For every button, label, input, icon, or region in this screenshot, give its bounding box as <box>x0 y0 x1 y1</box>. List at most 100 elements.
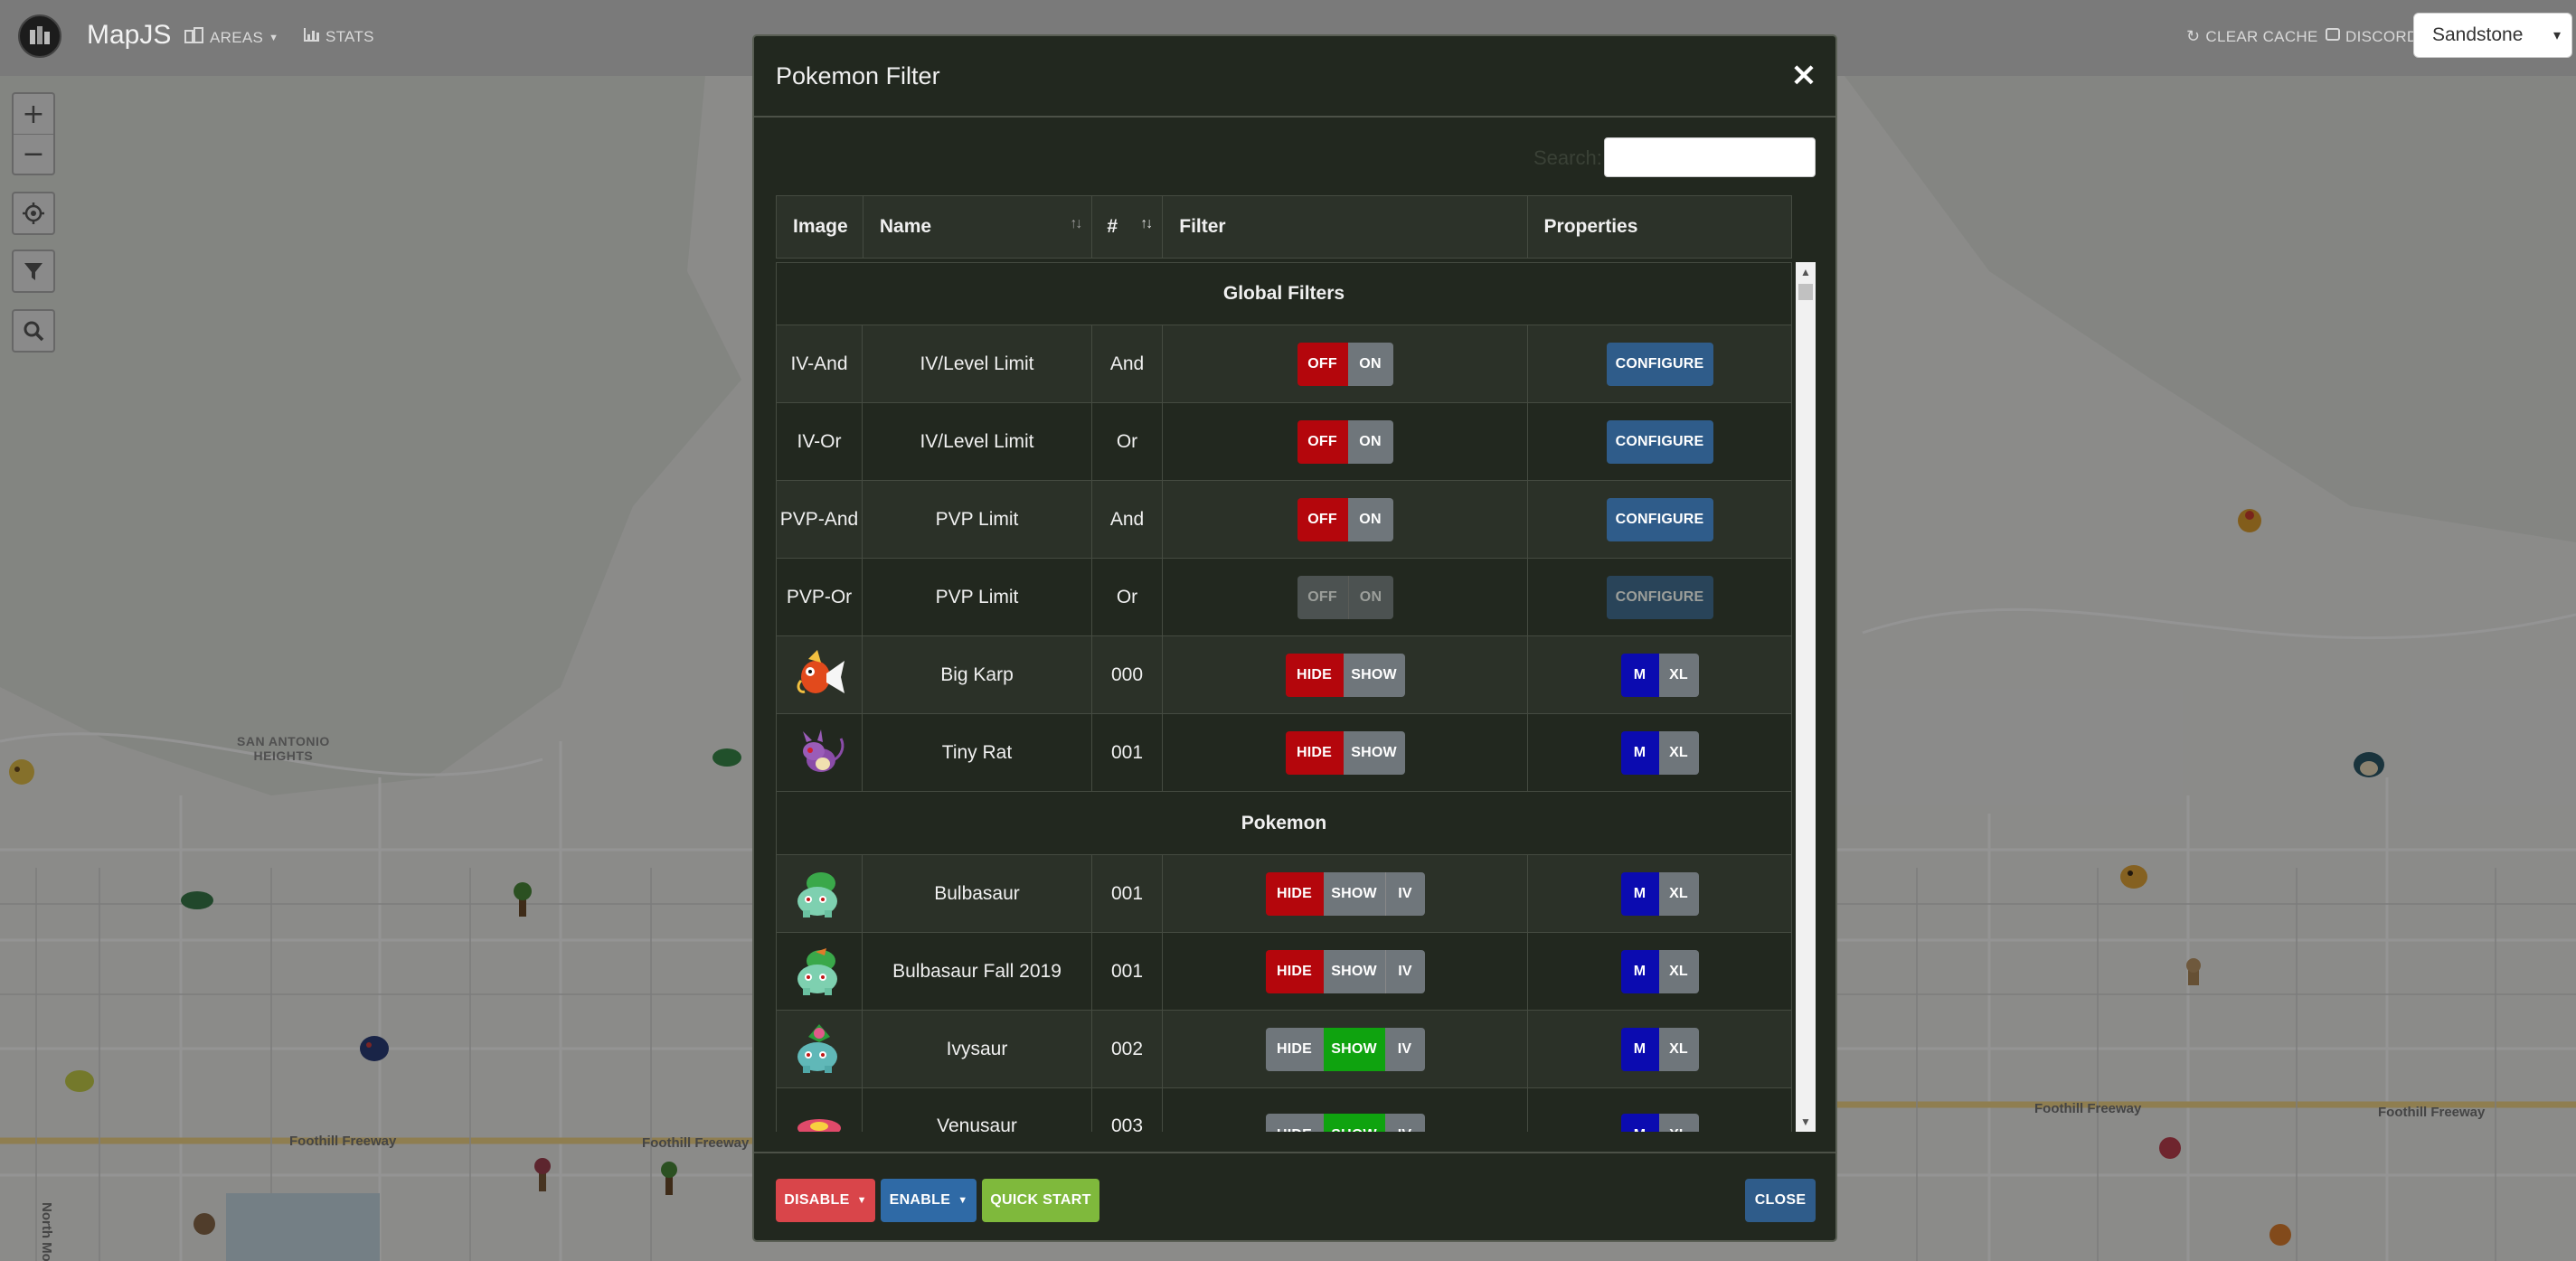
search-input[interactable] <box>1604 137 1816 177</box>
configure-button[interactable]: CONFIGURE <box>1606 419 1713 464</box>
table-scrollbar[interactable]: ▲ ▼ <box>1796 262 1816 1132</box>
close-icon[interactable]: × <box>1789 56 1817 93</box>
off-button[interactable]: OFF <box>1297 497 1348 541</box>
row-filter: HIDE SHOW <box>1163 636 1528 713</box>
row-image <box>776 1011 863 1087</box>
scroll-down-icon[interactable]: ▼ <box>1800 1115 1811 1128</box>
xl-button[interactable]: XL <box>1658 1114 1699 1132</box>
rattata-sprite-icon <box>803 729 845 772</box>
funnel-icon <box>24 263 42 280</box>
scroll-up-icon[interactable]: ▲ <box>1800 266 1811 278</box>
pokemon-marker-icon[interactable] <box>524 1153 571 1200</box>
row-number: 000 <box>1092 636 1163 713</box>
hide-button[interactable]: HIDE <box>1285 730 1344 775</box>
m-button[interactable]: M <box>1620 871 1659 916</box>
brand-name[interactable]: MapJS <box>87 20 172 50</box>
magikarp-sprite-icon <box>797 649 845 693</box>
pokemon-marker-icon[interactable] <box>4 754 51 801</box>
off-on-toggle: OFF ON <box>1297 419 1393 464</box>
m-button[interactable]: M <box>1620 1027 1659 1071</box>
off-button[interactable]: OFF <box>1297 419 1348 464</box>
row-image <box>776 933 863 1010</box>
zoom-out-button[interactable]: − <box>14 134 53 174</box>
hide-button[interactable]: HIDE <box>1265 871 1324 916</box>
xl-button[interactable]: XL <box>1658 871 1699 916</box>
disable-dropdown-button[interactable]: DISABLE ▼ <box>776 1179 875 1222</box>
iv-button[interactable]: IV <box>1384 871 1425 916</box>
on-button[interactable]: ON <box>1347 419 1393 464</box>
xl-button[interactable]: XL <box>1658 1027 1699 1071</box>
iv-button[interactable]: IV <box>1384 949 1425 993</box>
enable-dropdown-button[interactable]: ENABLE ▼ <box>881 1179 977 1222</box>
scrollbar-thumb[interactable] <box>1798 284 1813 300</box>
column-header-number[interactable]: # ↑↓ <box>1092 196 1164 258</box>
building-icon <box>184 27 204 48</box>
nav-stats-link[interactable]: STATS <box>304 27 374 46</box>
pokemon-marker-icon[interactable] <box>60 1061 107 1108</box>
xl-button[interactable]: XL <box>1658 949 1699 993</box>
iv-button[interactable]: IV <box>1384 1027 1425 1071</box>
pokemon-marker-icon[interactable] <box>2152 1130 2199 1177</box>
pokemon-marker-icon[interactable] <box>2349 745 2396 792</box>
show-button[interactable]: SHOW <box>1323 1114 1385 1132</box>
show-button[interactable]: SHOW <box>1323 871 1385 916</box>
m-button[interactable]: M <box>1620 653 1659 697</box>
off-button[interactable]: OFF <box>1297 575 1348 619</box>
brand-logo-icon[interactable] <box>18 14 61 58</box>
pokemon-marker-icon[interactable] <box>503 880 550 927</box>
filter-control <box>12 249 55 293</box>
xl-button[interactable]: XL <box>1658 730 1699 775</box>
iv-button[interactable]: IV <box>1384 1114 1425 1132</box>
caret-down-icon: ▼ <box>958 1195 968 1206</box>
on-button[interactable]: ON <box>1347 497 1393 541</box>
hide-button[interactable]: HIDE <box>1265 1027 1324 1071</box>
zoom-in-button[interactable]: + <box>14 94 53 134</box>
pokemon-marker-icon[interactable] <box>2114 857 2161 904</box>
nav-areas-dropdown[interactable]: AREAS ▼ <box>184 27 278 48</box>
configure-button[interactable]: CONFIGURE <box>1606 342 1713 386</box>
on-button[interactable]: ON <box>1347 575 1393 619</box>
close-button[interactable]: CLOSE <box>1745 1179 1816 1222</box>
quick-start-button[interactable]: QUICK START <box>982 1179 1099 1222</box>
map-search-button[interactable] <box>14 311 53 351</box>
m-button[interactable]: M <box>1620 1114 1659 1132</box>
m-button[interactable]: M <box>1620 949 1659 993</box>
pokemon-marker-icon[interactable] <box>709 743 756 790</box>
off-button[interactable]: OFF <box>1297 342 1348 386</box>
filter-button[interactable] <box>14 251 53 291</box>
show-button[interactable]: SHOW <box>1343 730 1405 775</box>
show-button[interactable]: SHOW <box>1323 1027 1385 1071</box>
locate-button[interactable] <box>14 193 53 233</box>
nav-clear-cache-link[interactable]: ↻ CLEAR CACHE <box>2186 27 2318 46</box>
hide-show-iv-toggle: HIDE SHOW IV <box>1265 871 1425 916</box>
chevron-down-icon: ▼ <box>269 32 279 43</box>
m-button[interactable]: M <box>1620 730 1659 775</box>
pokemon-marker-icon[interactable] <box>651 1157 698 1204</box>
show-button[interactable]: SHOW <box>1343 653 1405 697</box>
plus-icon: + <box>22 98 45 130</box>
pokemon-marker-icon[interactable] <box>354 1029 401 1076</box>
configure-button[interactable]: CONFIGURE <box>1606 575 1713 619</box>
pokemon-marker-icon[interactable] <box>186 1206 233 1253</box>
column-header-name[interactable]: Name ↑↓ <box>863 196 1093 258</box>
hide-button[interactable]: HIDE <box>1265 949 1324 993</box>
theme-select[interactable]: Sandstone ▾ <box>2413 13 2572 58</box>
on-button[interactable]: ON <box>1347 342 1393 386</box>
table-body[interactable]: Global Filters IV-And IV/Level Limit And… <box>776 262 1792 1132</box>
row-properties: CONFIGURE <box>1528 325 1792 402</box>
sort-asc-icon: ↑↓ <box>1140 216 1153 231</box>
nav-discord-link[interactable]: DISCORD <box>2326 27 2419 46</box>
hide-button[interactable]: HIDE <box>1285 653 1344 697</box>
show-button[interactable]: SHOW <box>1323 949 1385 993</box>
pokemon-marker-icon[interactable] <box>2262 1215 2309 1261</box>
column-header-label: Filter <box>1179 216 1226 237</box>
row-image-text: PVP-And <box>776 481 863 558</box>
hide-button[interactable]: HIDE <box>1265 1114 1324 1132</box>
pokemon-marker-icon[interactable] <box>2232 503 2279 550</box>
xl-button[interactable]: XL <box>1658 653 1699 697</box>
pokemon-marker-icon[interactable] <box>177 886 224 933</box>
pokemon-marker-icon[interactable] <box>2175 951 2222 998</box>
row-properties: M XL <box>1528 714 1792 791</box>
configure-button[interactable]: CONFIGURE <box>1606 497 1713 541</box>
